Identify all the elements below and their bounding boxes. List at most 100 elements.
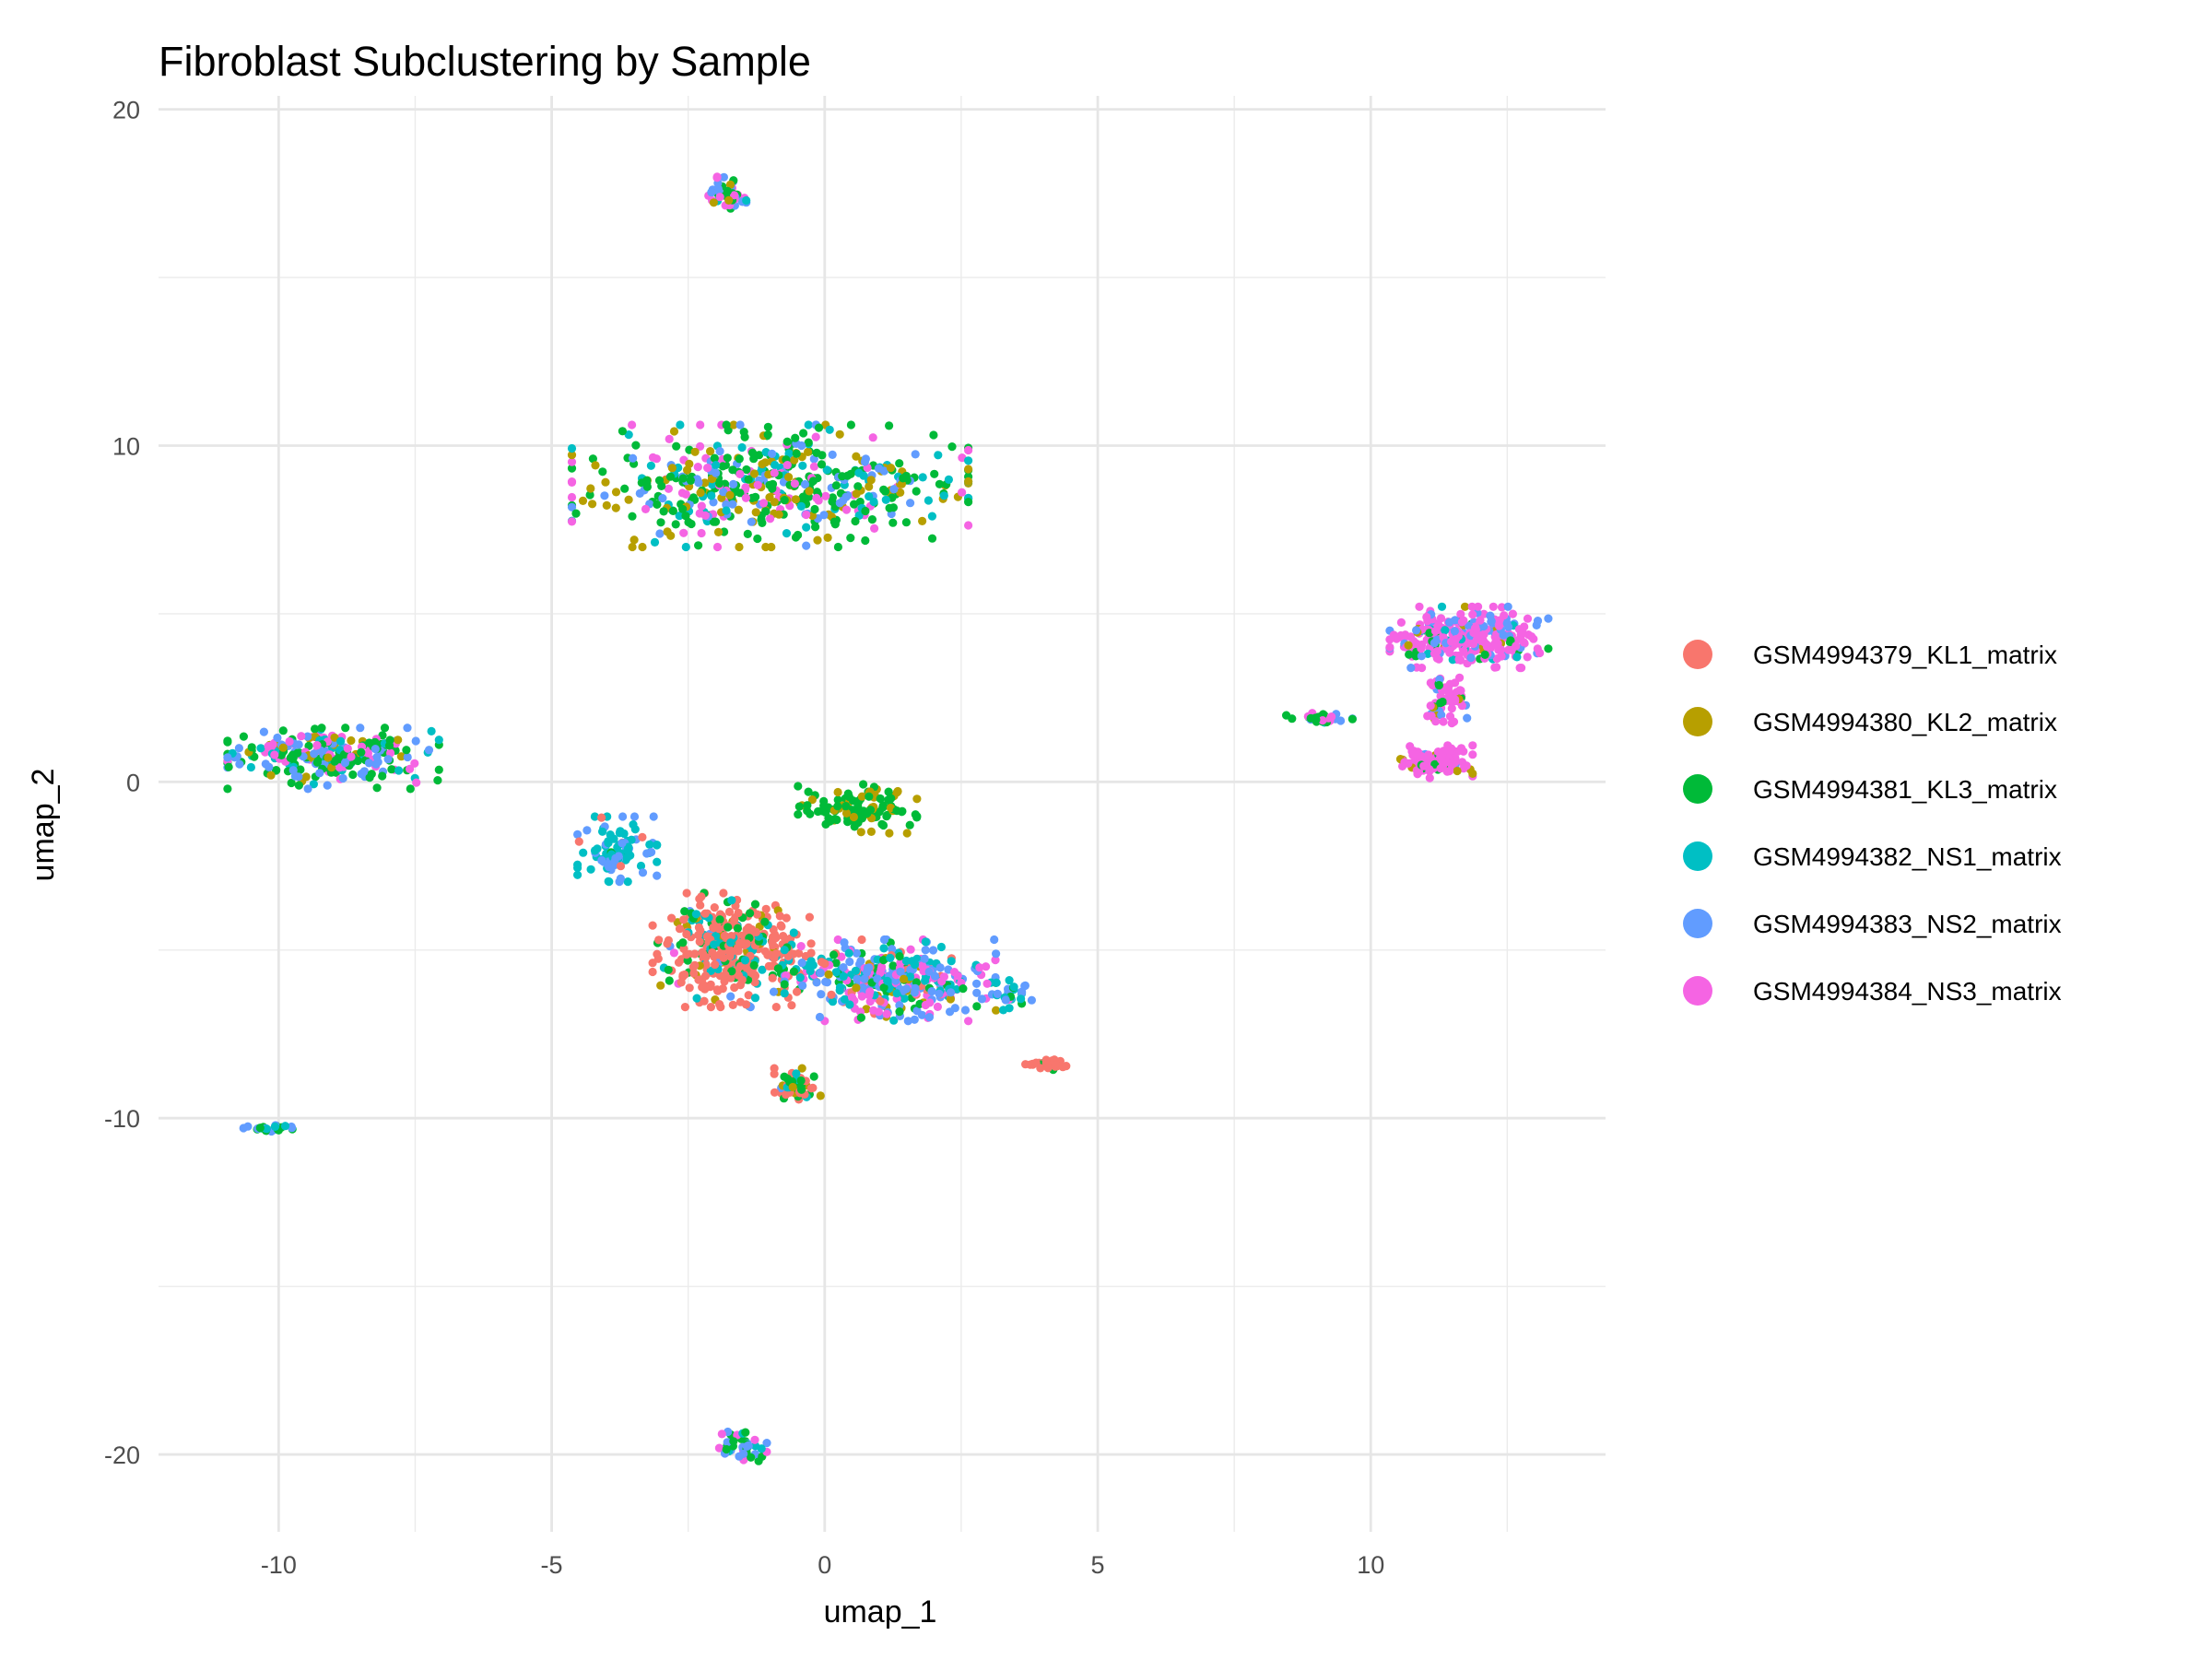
data-point	[856, 1013, 866, 1022]
data-point	[301, 772, 311, 782]
data-point	[735, 488, 745, 498]
data-point	[1436, 614, 1446, 623]
data-point	[753, 480, 762, 489]
data-point	[597, 813, 606, 822]
data-point	[992, 978, 1001, 987]
data-point	[992, 949, 1001, 959]
data-point	[310, 749, 319, 759]
data-point	[567, 443, 577, 453]
data-point	[1463, 713, 1472, 723]
data-point	[714, 950, 724, 959]
data-point	[805, 487, 814, 496]
data-point	[1431, 717, 1441, 726]
data-point	[1465, 621, 1474, 630]
data-point	[677, 978, 686, 987]
data-point	[1479, 629, 1488, 639]
data-point	[816, 969, 825, 978]
data-point	[728, 500, 737, 509]
data-point	[665, 976, 674, 985]
data-point	[807, 795, 818, 805]
data-point	[893, 786, 902, 796]
data-point	[690, 949, 700, 959]
data-point	[694, 975, 703, 984]
data-point	[681, 489, 690, 500]
data-point	[831, 959, 841, 968]
data-point	[768, 449, 777, 458]
data-point	[883, 976, 892, 985]
data-point	[427, 726, 436, 736]
data-point	[784, 473, 794, 482]
data-point	[620, 484, 629, 493]
data-point	[290, 771, 300, 781]
data-point	[895, 952, 904, 961]
data-point	[852, 948, 862, 958]
data-point	[688, 493, 699, 502]
data-point	[796, 942, 806, 951]
data-point	[585, 490, 594, 500]
data-point	[804, 438, 813, 447]
data-point	[1445, 679, 1454, 688]
data-point	[729, 479, 738, 489]
data-point	[792, 449, 801, 458]
data-point	[715, 447, 724, 456]
data-point	[892, 989, 901, 998]
data-point	[653, 857, 662, 866]
data-point	[865, 482, 874, 491]
data-point	[730, 191, 739, 200]
data-point	[812, 448, 821, 457]
legend-key-2	[1683, 707, 1712, 736]
data-point	[928, 946, 938, 955]
data-point	[696, 900, 705, 910]
data-point	[730, 982, 739, 993]
x-tick-label: -5	[541, 1551, 563, 1579]
data-point	[794, 802, 804, 811]
data-point	[1417, 652, 1426, 661]
data-point	[224, 762, 233, 771]
data-point	[774, 510, 783, 519]
data-point	[396, 752, 406, 761]
data-point	[724, 907, 735, 917]
data-point	[655, 529, 665, 538]
data-point	[695, 937, 704, 947]
data-point	[671, 520, 680, 529]
data-point	[1027, 995, 1036, 1005]
data-point	[718, 462, 727, 471]
data-point	[696, 441, 705, 451]
data-point	[814, 423, 824, 432]
data-point	[710, 903, 719, 912]
data-point	[685, 983, 694, 993]
data-point	[312, 741, 322, 750]
y-axis-ticks: -20 -10 0 10 20	[104, 97, 140, 1469]
data-point	[647, 848, 656, 857]
data-point	[881, 495, 890, 504]
data-point	[340, 759, 350, 768]
data-point	[675, 512, 684, 521]
data-point	[901, 518, 912, 527]
data-point	[735, 454, 744, 464]
data-point	[654, 935, 664, 945]
data-point	[676, 420, 685, 429]
data-point	[972, 988, 982, 997]
data-point	[921, 946, 930, 955]
y-tick-label: 0	[126, 769, 140, 796]
data-point	[1020, 982, 1030, 991]
data-point	[899, 974, 909, 983]
data-point	[628, 512, 637, 521]
data-point	[742, 195, 751, 206]
data-point	[567, 464, 577, 473]
data-point	[734, 505, 744, 514]
data-point	[1460, 602, 1470, 611]
data-point	[813, 535, 822, 545]
data-point	[768, 484, 777, 493]
data-point	[1454, 654, 1464, 665]
data-point	[259, 727, 268, 736]
data-point	[924, 1013, 935, 1022]
data-point	[1422, 612, 1431, 622]
data-point	[715, 915, 724, 924]
data-point	[223, 753, 232, 762]
data-point	[406, 764, 415, 774]
data-point	[823, 533, 832, 543]
data-point	[1423, 649, 1432, 659]
data-point	[751, 927, 761, 937]
data-point	[638, 832, 647, 842]
